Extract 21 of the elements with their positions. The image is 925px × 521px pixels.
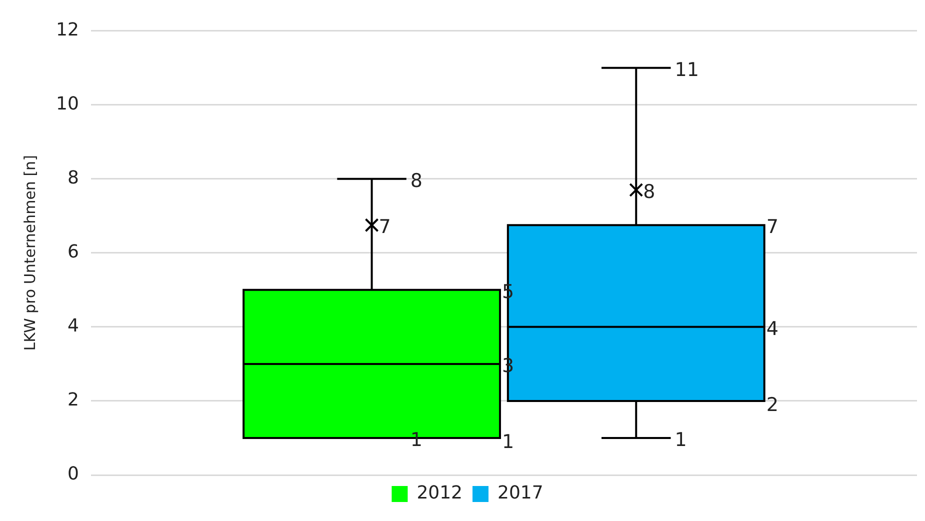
y-axis-title: LKW pro Unternehmen [n] — [20, 155, 39, 351]
y-tick-label: 6 — [67, 242, 79, 263]
annotation: 1 — [674, 428, 687, 451]
annotation: 1 — [502, 430, 514, 453]
annotation: 4 — [766, 318, 778, 340]
y-tick-label: 4 — [67, 316, 79, 337]
y-tick-label: 2 — [67, 390, 79, 411]
annotation: 8 — [410, 170, 422, 192]
annotation: 7 — [766, 216, 778, 238]
annotation: 11 — [674, 58, 699, 81]
y-tick-label: 10 — [56, 94, 79, 115]
annotation: 8 — [643, 180, 656, 203]
y-tick-label: 0 — [67, 464, 79, 485]
annotation: 7 — [378, 216, 391, 238]
y-tick-label: 12 — [56, 19, 79, 40]
annotation: 5 — [502, 280, 514, 303]
annotation: 3 — [502, 354, 514, 377]
annotation: 2 — [766, 394, 778, 416]
y-tick-label: 8 — [67, 168, 79, 189]
legend-label: 2012 — [416, 482, 463, 504]
legend-label: 2017 — [498, 482, 544, 504]
